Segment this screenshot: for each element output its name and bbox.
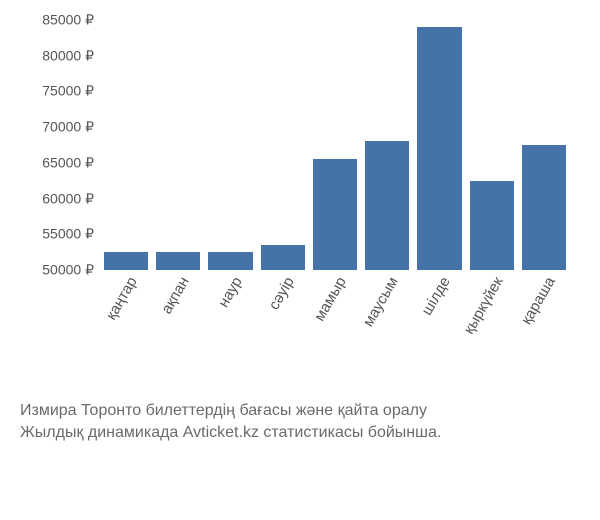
y-tick-label: 75000 ₽ [42, 83, 94, 100]
x-tick-label: шілде [419, 274, 454, 318]
x-tick: шілде [417, 274, 461, 364]
caption-line-2: Жылдық динамикада Avticket.kz статистика… [20, 422, 580, 444]
bar [261, 245, 305, 270]
x-tick: қыркүйек [470, 274, 514, 364]
bars-container [100, 20, 570, 270]
x-tick-label: мамыр [311, 274, 350, 324]
x-axis: қаңтарақпаннаурсәуірмамырмаусымшілдеқырк… [100, 274, 570, 364]
bar [313, 159, 357, 270]
x-tick: мамыр [313, 274, 357, 364]
y-tick-label: 80000 ₽ [42, 47, 94, 64]
bar [104, 252, 148, 270]
x-tick-label: сәуір [265, 274, 297, 313]
y-tick-label: 70000 ₽ [42, 119, 94, 136]
y-tick-label: 55000 ₽ [42, 226, 94, 243]
y-axis: 50000 ₽55000 ₽60000 ₽65000 ₽70000 ₽75000… [20, 20, 98, 270]
chart-caption: Измира Торонто билеттердің бағасы және қ… [20, 400, 580, 443]
x-tick-label: қараша [518, 274, 559, 328]
bar [208, 252, 252, 270]
x-tick-label: ақпан [159, 274, 194, 317]
x-tick-label: қаңтар [103, 274, 141, 323]
y-tick-label: 50000 ₽ [42, 262, 94, 279]
x-tick-label: маусым [360, 274, 402, 330]
x-tick: қараша [522, 274, 566, 364]
y-tick-label: 85000 ₽ [42, 12, 94, 29]
x-tick: наур [208, 274, 252, 364]
caption-line-1: Измира Торонто билеттердің бағасы және қ… [20, 400, 580, 422]
x-tick: сәуір [261, 274, 305, 364]
bar [417, 27, 461, 270]
y-tick-label: 60000 ₽ [42, 190, 94, 207]
y-tick-label: 65000 ₽ [42, 154, 94, 171]
x-tick: қаңтар [104, 274, 148, 364]
bar [156, 252, 200, 270]
bar [365, 141, 409, 270]
plot-area [100, 20, 570, 270]
x-tick: маусым [365, 274, 409, 364]
x-tick-label: қыркүйек [460, 274, 506, 337]
price-chart: 50000 ₽ 55000 ₽ 60000 ₽ 65000 ₽ 70000 ₽ 75000… [20, 20, 580, 360]
x-tick-label: наур [214, 274, 245, 310]
bar [470, 181, 514, 270]
bar [522, 145, 566, 270]
x-tick: ақпан [156, 274, 200, 364]
